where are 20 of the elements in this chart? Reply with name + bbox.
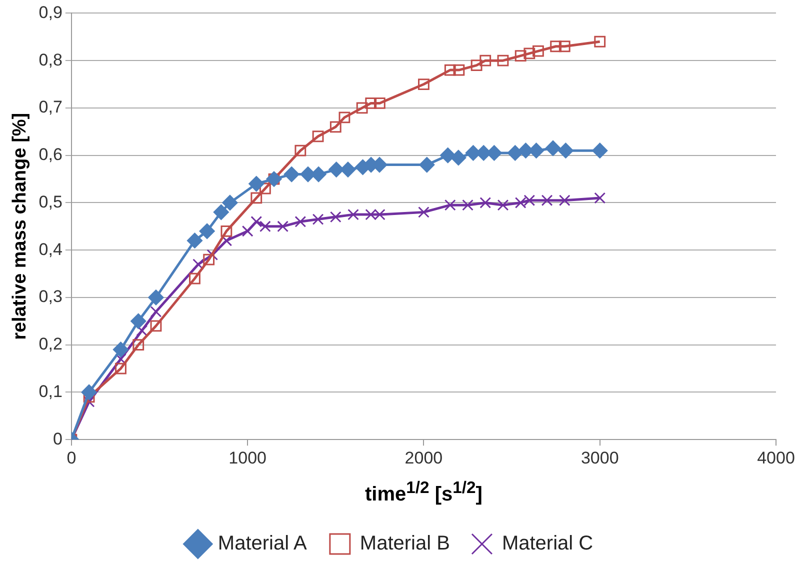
legend-label: Material C: [502, 532, 594, 555]
x-tick-label: 4000: [757, 448, 795, 468]
legend-label: Material B: [360, 532, 450, 555]
y-tick-label: 0,2: [38, 334, 62, 354]
y-axis-title: relative mass change [%]: [10, 112, 31, 340]
y-tick-label: 0,3: [38, 287, 62, 306]
y-tick-label: 0,8: [38, 50, 62, 70]
y-tick-label: 0,9: [38, 2, 62, 22]
x-tick-label: 3000: [580, 448, 619, 468]
x-tick-label: 1000: [228, 448, 266, 468]
x-tick-label: 2000: [404, 448, 443, 468]
x-tick-label: 0: [66, 448, 76, 468]
x-axis-title: time$^{1/2}$ [s$^{1/2}$]: [364, 478, 482, 507]
y-tick-label: 0,6: [38, 145, 62, 164]
y-tick-label: 0,5: [38, 192, 62, 212]
y-tick-label: 0: [52, 429, 62, 448]
y-tick-label: 0,7: [38, 98, 62, 117]
y-tick-label: 0,1: [38, 382, 62, 401]
y-tick-label: 0,4: [38, 240, 62, 259]
legend-label: Material A: [218, 532, 308, 555]
